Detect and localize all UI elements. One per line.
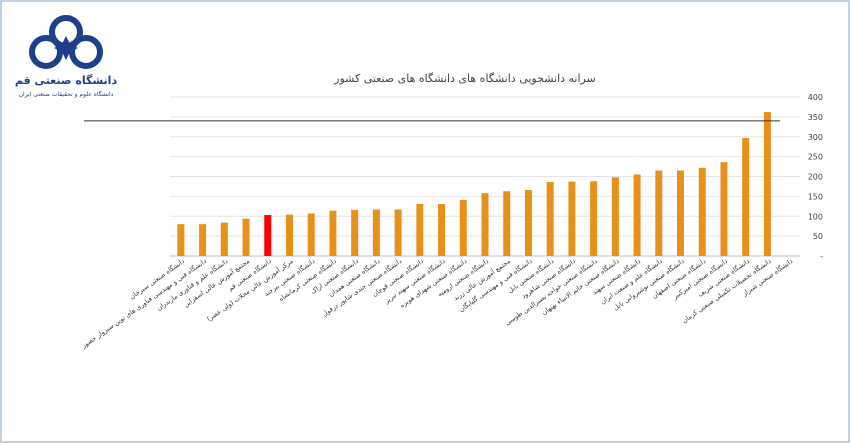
bar <box>568 181 576 256</box>
bar <box>329 210 337 256</box>
y-tick-label: 400 <box>808 93 823 102</box>
bar <box>763 112 771 256</box>
y-tick-label: 150 <box>808 192 823 201</box>
bar <box>199 224 207 256</box>
university-logo <box>20 8 112 100</box>
bar <box>720 162 728 256</box>
bar <box>372 209 380 256</box>
bar <box>655 170 663 256</box>
y-tick-label: - <box>820 252 823 261</box>
y-tick-label: 50 <box>813 232 823 241</box>
bar <box>242 218 250 256</box>
bar <box>698 167 706 256</box>
bar <box>285 214 293 256</box>
bar <box>177 224 185 256</box>
bar <box>677 170 685 256</box>
bar <box>481 193 489 256</box>
bar <box>503 191 511 256</box>
y-tick-label: 350 <box>808 113 823 122</box>
bar <box>742 137 750 256</box>
y-tick-label: 300 <box>808 133 823 142</box>
y-tick-label: 100 <box>808 212 823 221</box>
bar <box>351 209 359 256</box>
bar <box>438 203 446 256</box>
bar <box>611 177 619 256</box>
bar <box>633 174 641 256</box>
y-tick-label: 250 <box>808 153 823 162</box>
logo-title: دانشگاه صنعتی قم <box>15 74 118 87</box>
bar <box>307 213 315 256</box>
logo-subtitle: دانشگاه علوم و تحقیقات صنعتی ایران <box>19 90 114 98</box>
chart-title: سرانه دانشجویی دانشگاه های دانشگاه های ص… <box>333 72 596 85</box>
bar <box>590 181 598 256</box>
bar <box>220 222 228 256</box>
bar <box>416 203 424 256</box>
bar <box>394 209 402 256</box>
bar <box>546 182 554 256</box>
bar <box>264 215 272 256</box>
y-tick-label: 200 <box>808 173 823 182</box>
bar <box>524 190 532 256</box>
university-logo-icon <box>29 15 103 69</box>
bar <box>459 199 467 256</box>
